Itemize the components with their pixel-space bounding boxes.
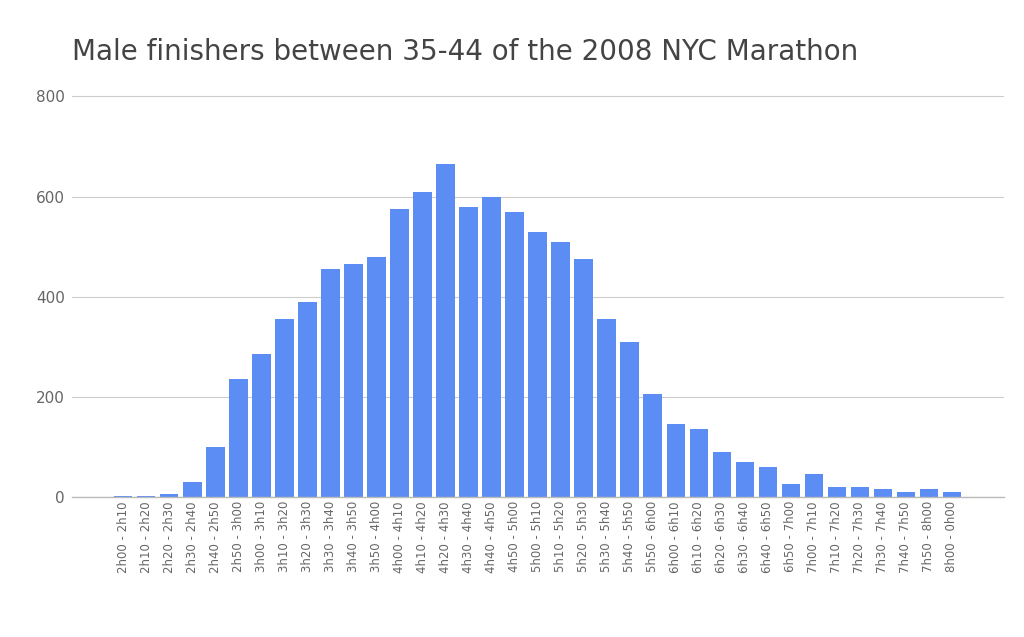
- Bar: [275, 319, 294, 497]
- Bar: [621, 341, 639, 497]
- Text: Male finishers between 35-44 of the 2008 NYC Marathon: Male finishers between 35-44 of the 2008…: [72, 38, 858, 66]
- Bar: [252, 354, 270, 497]
- Bar: [781, 484, 800, 497]
- Bar: [137, 496, 156, 497]
- Bar: [597, 319, 615, 497]
- Bar: [897, 492, 915, 497]
- Bar: [298, 302, 316, 497]
- Bar: [183, 482, 202, 497]
- Bar: [206, 447, 224, 497]
- Bar: [873, 489, 892, 497]
- Bar: [528, 232, 547, 497]
- Bar: [160, 494, 178, 497]
- Bar: [368, 257, 386, 497]
- Bar: [643, 394, 662, 497]
- Bar: [574, 259, 593, 497]
- Bar: [551, 241, 569, 497]
- Bar: [482, 197, 501, 497]
- Bar: [229, 379, 248, 497]
- Bar: [689, 429, 708, 497]
- Bar: [322, 269, 340, 497]
- Bar: [759, 467, 777, 497]
- Bar: [805, 475, 823, 497]
- Bar: [851, 487, 869, 497]
- Bar: [735, 462, 754, 497]
- Bar: [506, 211, 524, 497]
- Bar: [713, 452, 731, 497]
- Bar: [920, 489, 938, 497]
- Bar: [344, 264, 362, 497]
- Bar: [460, 206, 478, 497]
- Bar: [390, 209, 409, 497]
- Bar: [436, 164, 455, 497]
- Bar: [414, 192, 432, 497]
- Bar: [943, 492, 962, 497]
- Bar: [667, 424, 685, 497]
- Bar: [114, 496, 132, 497]
- Bar: [827, 487, 846, 497]
